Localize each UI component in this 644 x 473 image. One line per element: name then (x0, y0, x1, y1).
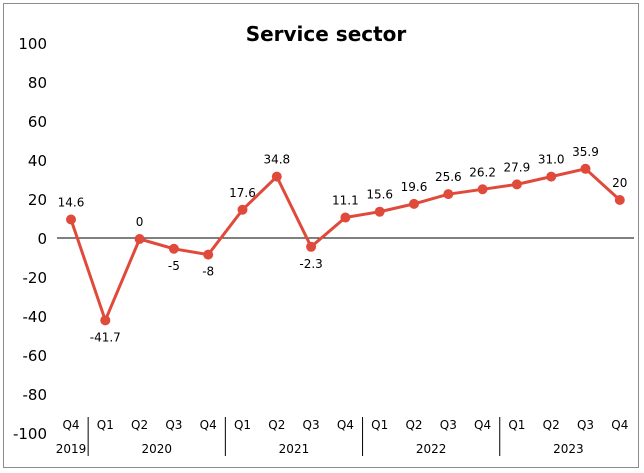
data-label: 27.9 (504, 160, 531, 174)
data-point (443, 189, 454, 200)
x-tick-label: Q3 (165, 418, 182, 432)
x-tick-label: Q2 (131, 418, 148, 432)
data-point (237, 204, 248, 215)
y-tick-label: 80 (28, 74, 47, 92)
data-label: 25.6 (435, 170, 462, 184)
y-tick-label: -20 (23, 269, 48, 287)
data-point (409, 198, 419, 209)
data-point (477, 184, 488, 195)
x-tick-label: Q4 (200, 418, 217, 432)
y-tick-label: -60 (23, 347, 48, 365)
y-tick-label: 0 (37, 230, 47, 248)
data-label: 14.6 (58, 196, 85, 210)
y-tick-label: -80 (23, 386, 48, 404)
x-tick-label: Q4 (611, 418, 628, 432)
x-tick-label: Q3 (440, 418, 457, 432)
x-tick-label: Q3 (303, 418, 320, 432)
data-point (614, 195, 625, 205)
chart-title: Service sector (246, 22, 407, 46)
data-point (511, 179, 522, 190)
x-tick-label: Q2 (543, 418, 560, 432)
data-point (100, 315, 111, 326)
data-point (134, 234, 145, 244)
x-axis-labels: Q4 Q1 Q2 Q3 Q4 Q1 Q2 Q3 Q4 Q1 Q2 Q3 Q4 Q1 Q2 Q3 Q4 2019 20… (56, 417, 628, 456)
year-label: 2019 (56, 442, 87, 456)
data-label: 19.6 (401, 180, 428, 194)
y-tick-label: 20 (28, 191, 47, 209)
x-tick-label: Q4 (337, 418, 354, 432)
data-label: 34.8 (263, 153, 290, 167)
year-label: 2020 (141, 442, 172, 456)
x-tick-label: Q2 (268, 418, 285, 432)
x-tick-label: Q2 (405, 418, 422, 432)
data-point (168, 243, 179, 254)
year-label: 2023 (553, 442, 584, 456)
x-tick-label: Q1 (508, 418, 525, 432)
data-label: -8 (202, 265, 214, 279)
data-point (66, 214, 76, 225)
data-label: 31.0 (538, 153, 565, 167)
data-label: -41.7 (90, 330, 121, 344)
data-label: -2.3 (299, 257, 322, 271)
y-tick-label: -100 (13, 425, 47, 443)
data-point (580, 163, 591, 174)
data-label: 26.2 (469, 165, 496, 179)
y-tick-label: 40 (28, 152, 47, 170)
series-line (69, 167, 621, 322)
year-label: 2021 (279, 442, 310, 456)
data-label: 35.9 (572, 145, 599, 159)
data-label: 17.6 (229, 186, 256, 200)
data-point (271, 171, 282, 182)
series-layer: 14.6 -41.7 0 -5 -8 17.6 34.8 -2.3 11.1 15.6 19.6 25… (58, 145, 628, 345)
x-tick-label: Q1 (234, 418, 251, 432)
x-tick-label: Q4 (474, 418, 491, 432)
year-label: 2022 (416, 442, 447, 456)
y-tick-label: 60 (28, 113, 47, 131)
x-tick-label: Q4 (62, 418, 79, 432)
data-label: 15.6 (366, 188, 393, 202)
data-label: 11.1 (332, 194, 359, 208)
y-axis-tick-labels: 100 80 60 40 20 0 -20 -40 -60 -80 -100 (13, 35, 47, 443)
x-tick-label: Q1 (97, 418, 114, 432)
x-tick-label: Q1 (371, 418, 388, 432)
data-point (306, 241, 317, 252)
y-tick-label: -40 (23, 308, 48, 326)
data-label: 20 (612, 176, 627, 190)
x-tick-label: Q3 (577, 418, 594, 432)
data-label: -5 (168, 259, 180, 273)
y-tick-label: 100 (18, 35, 47, 53)
data-label: 0 (136, 215, 144, 229)
data-point (340, 212, 351, 223)
data-point (374, 206, 385, 217)
chart-frame (3, 3, 639, 468)
data-point (203, 249, 214, 260)
data-point (546, 171, 557, 182)
